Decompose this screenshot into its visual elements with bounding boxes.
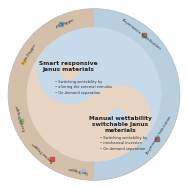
Text: Electro-Trigger: Electro-Trigger bbox=[15, 103, 27, 131]
Text: Manual wettability
switchable Janus
materials: Manual wettability switchable Janus mate… bbox=[89, 116, 152, 133]
Text: Asymmetric fabrication: Asymmetric fabrication bbox=[146, 115, 172, 155]
Circle shape bbox=[108, 109, 127, 128]
Wedge shape bbox=[46, 27, 161, 142]
Wedge shape bbox=[94, 9, 180, 180]
Text: • Switching wettability by
• altering the external stimulus
• On-demand separati: • Switching wettability by • altering th… bbox=[55, 80, 112, 94]
Circle shape bbox=[84, 85, 151, 152]
Text: Thermo-Trigger: Thermo-Trigger bbox=[31, 140, 55, 163]
Text: Gas-Trigger: Gas-Trigger bbox=[67, 165, 89, 174]
Text: pH-Trigger: pH-Trigger bbox=[55, 18, 75, 29]
Circle shape bbox=[61, 61, 80, 80]
Circle shape bbox=[37, 37, 104, 104]
Text: Asymmetric modification: Asymmetric modification bbox=[121, 18, 161, 50]
Text: Light-Trigger: Light-Trigger bbox=[21, 43, 37, 65]
Circle shape bbox=[27, 27, 161, 162]
Text: Smart responsive
Janus materials: Smart responsive Janus materials bbox=[39, 61, 97, 72]
Wedge shape bbox=[8, 9, 94, 180]
Text: • Switching wettability by
• mechanical inversion
• On-demand separation: • Switching wettability by • mechanical … bbox=[100, 136, 147, 150]
